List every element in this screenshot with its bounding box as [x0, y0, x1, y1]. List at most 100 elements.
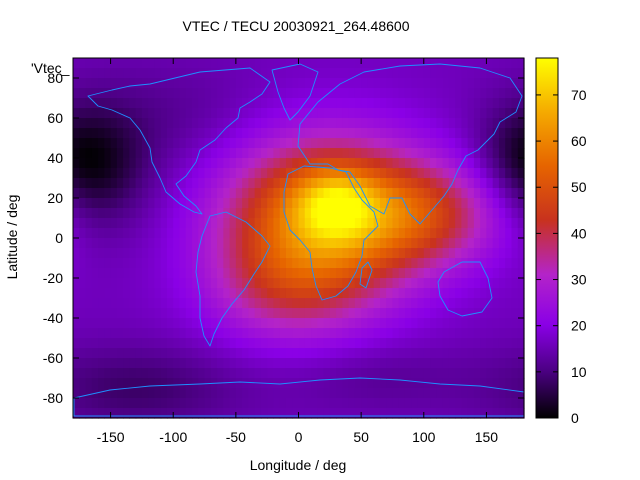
heatmap-cell — [91, 408, 99, 419]
heatmap-cell — [223, 398, 231, 409]
heatmap-cell — [104, 348, 112, 359]
heatmap-cell — [404, 98, 412, 109]
heatmap-cell — [311, 148, 318, 159]
heatmap-cell — [260, 358, 268, 369]
heatmap-cell — [448, 88, 456, 99]
heatmap-cell — [273, 248, 281, 259]
heatmap-cell — [336, 218, 343, 229]
heatmap-cell — [298, 298, 306, 309]
heatmap-cell — [116, 358, 124, 369]
heatmap-cell — [179, 388, 187, 399]
heatmap-cell — [511, 158, 519, 169]
heatmap-cell — [154, 308, 162, 319]
heatmap-cell — [411, 158, 419, 169]
heatmap-cell — [141, 398, 149, 409]
heatmap-cell — [492, 178, 500, 189]
heatmap-cell — [392, 178, 400, 189]
heatmap-cell — [461, 168, 469, 179]
heatmap-cell — [110, 388, 118, 399]
heatmap-cell — [198, 68, 206, 79]
heatmap-cell — [235, 338, 243, 349]
heatmap-cell — [104, 378, 112, 389]
heatmap-cell — [480, 138, 488, 149]
heatmap-cell — [379, 88, 387, 99]
heatmap-cell — [480, 258, 488, 269]
heatmap-cell — [304, 378, 312, 389]
heatmap-cell — [104, 268, 112, 279]
heatmap-cell — [235, 88, 243, 99]
heatmap-cell — [110, 208, 118, 219]
heatmap-cell — [505, 188, 513, 199]
heatmap-cell — [373, 118, 381, 129]
heatmap-cell — [373, 198, 381, 209]
heatmap-cell — [192, 258, 199, 269]
heatmap-cell — [367, 98, 375, 109]
heatmap-cell — [260, 218, 268, 229]
heatmap-cell — [411, 88, 419, 99]
heatmap-cell — [229, 398, 237, 409]
heatmap-cell — [392, 68, 400, 79]
heatmap-cell — [398, 388, 406, 399]
heatmap-cell — [354, 348, 362, 359]
heatmap-cell — [235, 348, 243, 359]
heatmap-cell — [91, 238, 99, 249]
heatmap-cell — [517, 348, 525, 359]
heatmap-cell — [455, 248, 462, 259]
heatmap-cell — [285, 58, 293, 69]
heatmap-cell — [260, 238, 268, 249]
heatmap-cell — [473, 188, 481, 199]
heatmap-cell — [304, 188, 312, 199]
heatmap-cell — [285, 408, 293, 419]
heatmap-cell — [361, 348, 368, 359]
heatmap-cell — [361, 148, 368, 159]
heatmap-cell — [129, 178, 137, 189]
heatmap-cell — [279, 358, 287, 369]
heatmap-cell — [273, 338, 281, 349]
heatmap-cell — [304, 238, 312, 249]
heatmap-cell — [373, 258, 381, 269]
heatmap-cell — [404, 358, 412, 369]
heatmap-cell — [242, 198, 249, 209]
heatmap-cell — [492, 198, 500, 209]
heatmap-cell — [129, 248, 137, 259]
heatmap-cell — [511, 378, 519, 389]
heatmap-cell — [498, 258, 506, 269]
heatmap-cell — [430, 118, 437, 129]
heatmap-cell — [123, 218, 130, 229]
heatmap-cell — [110, 308, 118, 319]
heatmap-cell — [116, 158, 124, 169]
heatmap-cell — [480, 158, 488, 169]
heatmap-cell — [298, 58, 306, 69]
heatmap-cell — [430, 88, 437, 99]
heatmap-cell — [148, 178, 156, 189]
heatmap-cell — [480, 368, 488, 379]
heatmap-cell — [442, 248, 450, 259]
heatmap-cell — [354, 238, 362, 249]
heatmap-cell — [98, 378, 105, 389]
heatmap-cell — [166, 168, 174, 179]
heatmap-cell — [511, 318, 519, 329]
heatmap-cell — [73, 358, 80, 369]
heatmap-cell — [166, 368, 174, 379]
heatmap-cell — [461, 318, 469, 329]
heatmap-cell — [329, 118, 337, 129]
heatmap-cell — [73, 258, 80, 269]
heatmap-cell — [110, 148, 118, 159]
heatmap-cell — [185, 228, 193, 239]
heatmap-cell — [342, 88, 350, 99]
heatmap-cell — [298, 258, 306, 269]
heatmap-cell — [229, 168, 237, 179]
heatmap-cell — [480, 268, 488, 279]
heatmap-cell — [392, 148, 400, 159]
heatmap-cell — [104, 198, 112, 209]
heatmap-cell — [292, 118, 300, 129]
heatmap-cell — [404, 178, 412, 189]
heatmap-cell — [467, 218, 475, 229]
heatmap-cell — [304, 138, 312, 149]
heatmap-cell — [455, 68, 462, 79]
heatmap-cell — [473, 158, 481, 169]
heatmap-cell — [498, 408, 506, 419]
heatmap-cell — [104, 388, 112, 399]
heatmap-cell — [192, 398, 199, 409]
heatmap-cell — [461, 238, 469, 249]
